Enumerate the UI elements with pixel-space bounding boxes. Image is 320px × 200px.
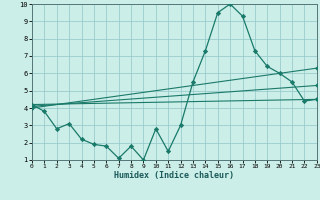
- X-axis label: Humidex (Indice chaleur): Humidex (Indice chaleur): [115, 171, 234, 180]
